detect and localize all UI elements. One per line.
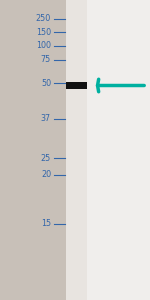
- Bar: [87, 0, 150, 300]
- Text: 100: 100: [36, 41, 51, 50]
- Text: 37: 37: [41, 114, 51, 123]
- Text: 25: 25: [41, 154, 51, 163]
- Text: 20: 20: [41, 170, 51, 179]
- Text: 250: 250: [36, 14, 51, 23]
- Text: 50: 50: [41, 79, 51, 88]
- Bar: [66, 82, 87, 89]
- Text: 15: 15: [41, 219, 51, 228]
- Bar: [66, 0, 87, 300]
- Text: 150: 150: [36, 28, 51, 37]
- Text: 75: 75: [41, 56, 51, 64]
